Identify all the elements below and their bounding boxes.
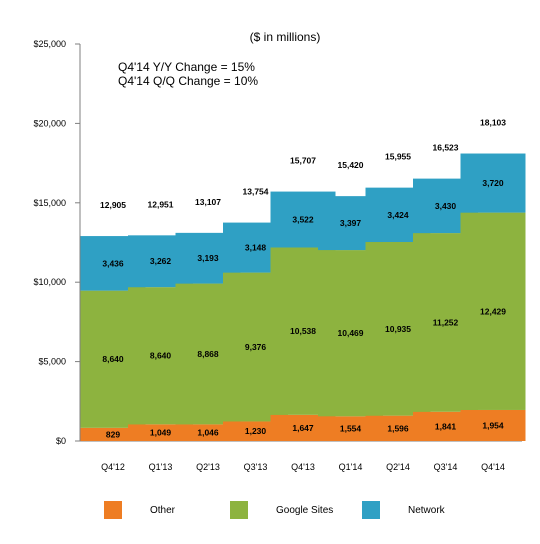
x-tick-label: Q1'13 — [149, 462, 173, 472]
data-label-other: 1,647 — [292, 423, 314, 433]
data-label-other: 1,049 — [150, 428, 172, 438]
legend-swatch-google-sites — [230, 501, 248, 519]
total-label: 15,420 — [338, 160, 364, 170]
data-label-network: 3,430 — [435, 201, 457, 211]
data-label-other: 1,841 — [435, 421, 457, 431]
data-label-other: 1,554 — [340, 424, 362, 434]
total-label: 18,103 — [480, 118, 506, 128]
legend-item-google-sites: Google Sites — [230, 498, 333, 522]
data-label-network: 3,720 — [482, 178, 504, 188]
bar-segment-other — [460, 409, 526, 441]
data-label-network: 3,436 — [102, 258, 124, 268]
total-label: 13,754 — [243, 187, 269, 197]
legend-item-network: Network — [362, 498, 445, 522]
data-label-other: 829 — [106, 429, 120, 439]
x-tick-label: Q2'14 — [386, 462, 410, 472]
data-label-network: 3,148 — [245, 243, 267, 253]
total-label: 12,905 — [100, 200, 126, 210]
data-label-google-sites: 8,640 — [150, 351, 172, 361]
x-tick-label: Q4'13 — [291, 462, 315, 472]
legend-item-other: Other — [104, 498, 175, 522]
total-label: 12,951 — [148, 199, 174, 209]
data-label-other: 1,596 — [387, 423, 409, 433]
legend-label-google-sites: Google Sites — [276, 504, 334, 516]
legend-label-network: Network — [408, 504, 445, 516]
x-tick-label: Q4'14 — [481, 462, 505, 472]
data-label-google-sites: 9,376 — [245, 342, 267, 352]
annotation-yoy: Q4'14 Y/Y Change = 15% — [118, 60, 255, 74]
legend-label-other: Other — [150, 504, 176, 516]
total-label: 16,523 — [433, 143, 459, 153]
annotation-qoq: Q4'14 Q/Q Change = 10% — [118, 74, 258, 88]
x-tick-label: Q3'13 — [244, 462, 268, 472]
data-label-other: 1,046 — [197, 428, 219, 438]
total-label: 15,707 — [290, 156, 316, 166]
data-label-google-sites: 8,868 — [197, 349, 219, 359]
bar-segment-google-sites — [460, 212, 526, 410]
total-label: 13,107 — [195, 197, 221, 207]
bar-segment-network — [460, 153, 526, 213]
data-label-other: 1,954 — [482, 420, 504, 430]
y-tick-label: $25,000 — [33, 39, 66, 49]
data-label-google-sites: 12,429 — [480, 306, 506, 316]
x-tick-label: Q3'14 — [434, 462, 458, 472]
total-label: 15,955 — [385, 152, 411, 162]
y-tick-label: $20,000 — [33, 118, 66, 128]
data-label-google-sites: 10,469 — [338, 328, 364, 338]
y-tick-label: $0 — [56, 436, 66, 446]
legend: Other Google Sites Network — [0, 498, 540, 522]
data-label-other: 1,230 — [245, 426, 267, 436]
data-label-google-sites: 10,538 — [290, 326, 316, 336]
data-label-network: 3,424 — [387, 210, 409, 220]
y-tick-label: $15,000 — [33, 198, 66, 208]
data-label-network: 3,397 — [340, 218, 362, 228]
y-tick-label: $10,000 — [33, 277, 66, 287]
unit-note: ($ in millions) — [250, 30, 321, 44]
y-tick-label: $5,000 — [38, 357, 66, 367]
data-label-google-sites: 10,935 — [385, 324, 411, 334]
data-label-network: 3,522 — [292, 215, 314, 225]
data-label-network: 3,262 — [150, 256, 172, 266]
data-label-google-sites: 11,252 — [433, 317, 459, 327]
data-label-network: 3,193 — [197, 253, 219, 263]
legend-swatch-other — [104, 501, 122, 519]
x-tick-label: Q4'12 — [101, 462, 125, 472]
data-label-google-sites: 8,640 — [102, 354, 124, 364]
x-tick-label: Q2'13 — [196, 462, 220, 472]
legend-swatch-network — [362, 501, 380, 519]
x-tick-label: Q1'14 — [339, 462, 363, 472]
